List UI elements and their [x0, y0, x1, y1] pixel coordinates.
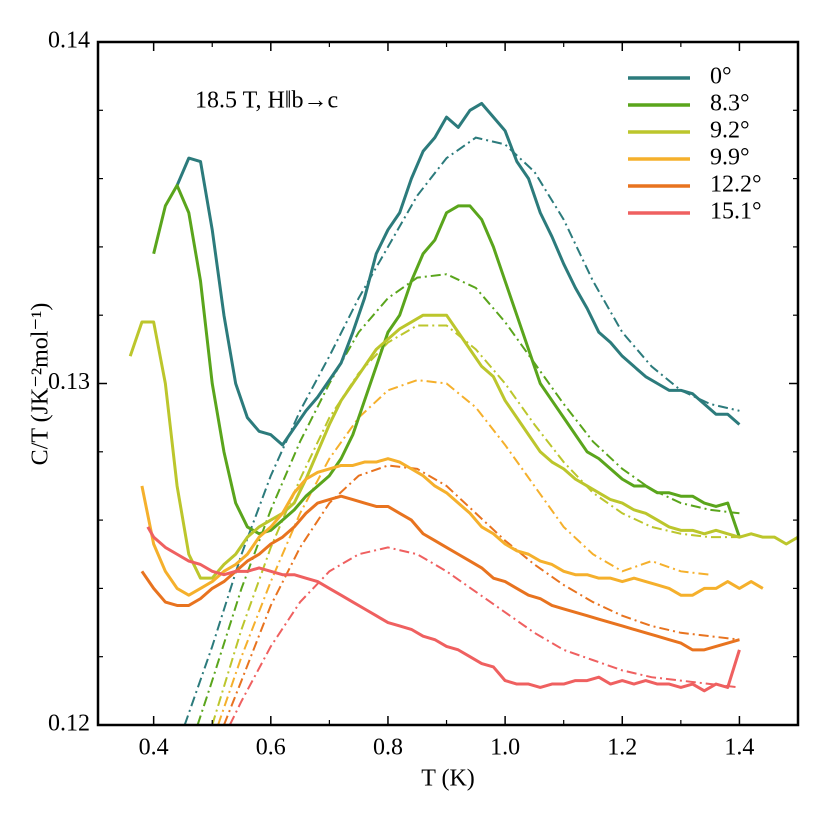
fit-line — [228, 546, 740, 725]
data-line — [140, 457, 764, 597]
y-tick-label: 0.13 — [48, 369, 90, 395]
data-line — [152, 183, 741, 538]
x-tick-label: 0.6 — [256, 735, 286, 761]
data-line — [128, 313, 798, 580]
x-tick-label: 1.2 — [607, 735, 637, 761]
data-line — [140, 494, 740, 652]
plot-area — [128, 101, 798, 725]
x-tick-label: 1.0 — [490, 735, 520, 761]
legend-label: 9.2° — [710, 118, 750, 144]
y-tick-label: 0.12 — [48, 711, 90, 737]
legend-label: 9.9° — [710, 145, 750, 171]
fit-line — [223, 464, 740, 725]
x-axis-label: T (K) — [421, 766, 475, 792]
x-tick-label: 0.8 — [373, 735, 403, 761]
y-tick-label: 0.14 — [48, 28, 90, 54]
fit-line — [183, 136, 740, 725]
fit-line — [211, 324, 740, 725]
x-tick-label: 1.4 — [724, 735, 754, 761]
legend-label: 0° — [710, 64, 732, 90]
annotation: 18.5 T, H‖b→c — [195, 88, 338, 114]
legend-label: 8.3° — [710, 91, 750, 117]
y-axis-label: C/T (JK⁻²mol⁻¹) — [28, 303, 54, 466]
legend-label: 15.1° — [710, 199, 762, 225]
data-line — [175, 101, 741, 447]
legend-label: 12.2° — [710, 172, 762, 198]
data-line — [146, 526, 741, 693]
legend: 0°8.3°9.2°9.9°12.2°15.1° — [628, 64, 762, 225]
x-tick-label: 0.4 — [139, 735, 169, 761]
axes: 0.4 0.6 0.8 1.0 1.2 1.4 0.12 0.13 0.14 — [48, 28, 798, 761]
